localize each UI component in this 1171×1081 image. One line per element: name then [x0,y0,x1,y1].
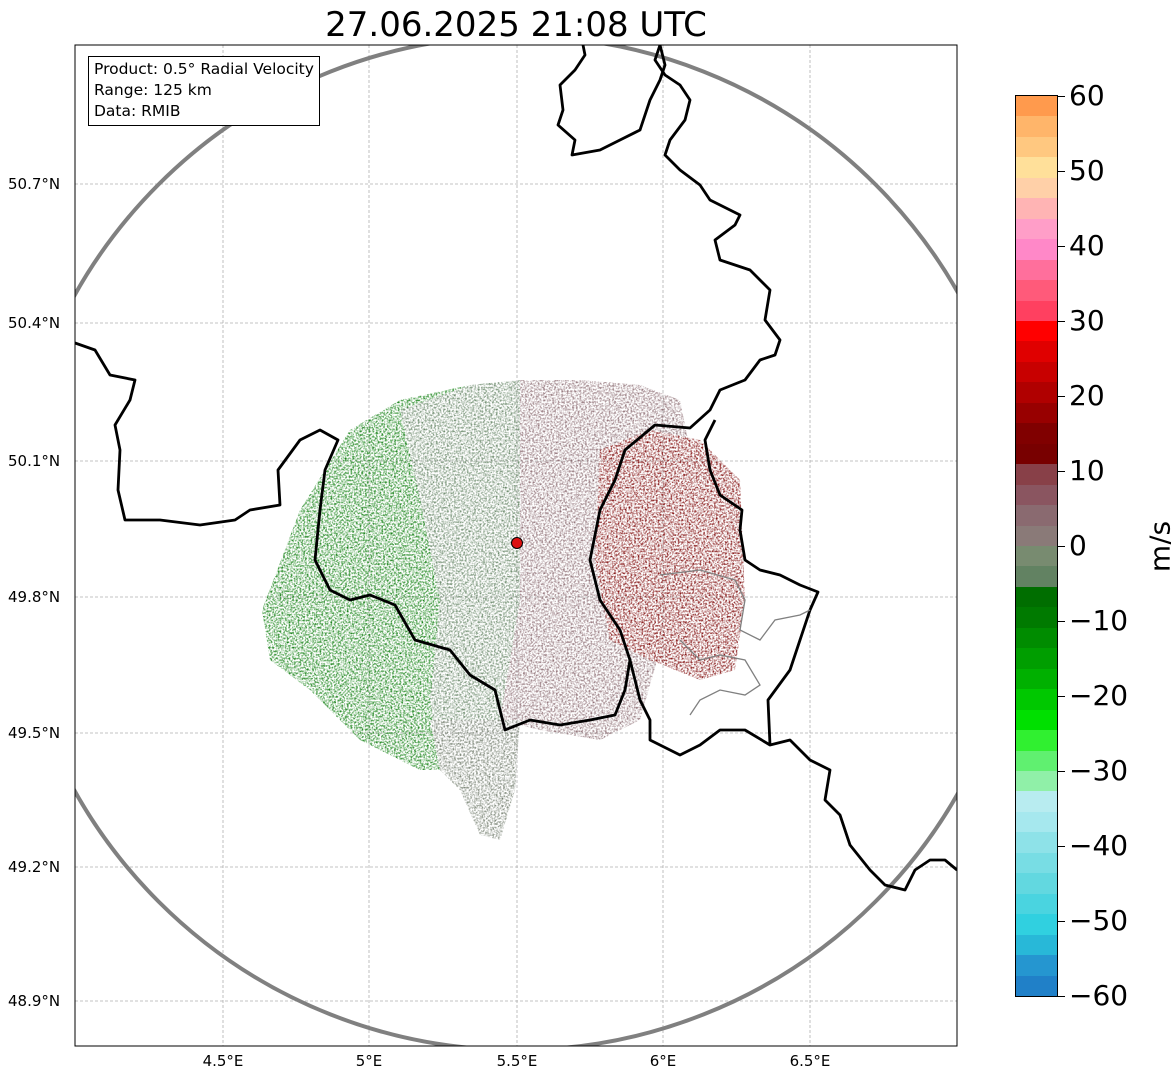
colorbar-tick-label: 30 [1069,304,1105,337]
colorbar-segment [1016,443,1057,465]
lat-label: 50.1°N [8,452,61,470]
colorbar-tick-label: 10 [1069,454,1105,487]
colorbar-segment [1016,811,1057,833]
colorbar-segment [1016,464,1057,486]
colorbar-tick-label: 50 [1069,154,1105,187]
lat-label: 49.5°N [8,724,61,742]
colorbar-tick [1058,96,1065,97]
colorbar-segment [1016,259,1057,281]
colorbar-tick [1058,846,1065,847]
colorbar-segment [1016,341,1057,363]
colorbar-segment [1016,873,1057,895]
lon-label: 5.5°E [496,1052,538,1070]
colorbar-segment [1016,157,1057,179]
colorbar-segment [1016,852,1057,874]
colorbar-tick [1058,321,1065,322]
colorbar-segment [1016,300,1057,322]
colorbar-segment [1016,668,1057,690]
colorbar [1015,95,1058,997]
colorbar-unit: m/s [1143,520,1171,573]
info-source: Data: RMIB [94,102,181,120]
colorbar-segment [1016,361,1057,383]
colorbar-segment [1016,566,1057,588]
colorbar-tick [1058,996,1065,997]
colorbar-segment [1016,484,1057,506]
colorbar-segment [1016,96,1057,118]
colorbar-segment [1016,627,1057,649]
colorbar-tick-label: −20 [1069,679,1129,712]
lat-label: 49.8°N [8,588,61,606]
colorbar-segment [1016,771,1057,793]
colorbar-segment [1016,136,1057,158]
colorbar-segment [1016,586,1057,608]
colorbar-tick-label: 0 [1069,529,1087,562]
colorbar-segment [1016,914,1057,936]
colorbar-segment [1016,505,1057,527]
colorbar-tick [1058,621,1065,622]
echo-south-tail [430,720,520,840]
region-borders [659,569,811,716]
lon-label: 6°E [649,1052,677,1070]
colorbar-tick-label: 20 [1069,379,1105,412]
colorbar-tick-label: 60 [1069,79,1105,112]
lat-label: 48.9°N [8,992,61,1010]
colorbar-tick [1058,546,1065,547]
colorbar-tick [1058,171,1065,172]
colorbar-segment [1016,750,1057,772]
colorbar-segment [1016,934,1057,956]
radar-site-marker [511,537,523,549]
lat-label: 49.2°N [8,858,61,876]
colorbar-segment [1016,525,1057,547]
colorbar-segment [1016,218,1057,240]
colorbar-tick-label: −10 [1069,604,1129,637]
colorbar-segment [1016,832,1057,854]
colorbar-tick-label: −60 [1069,979,1129,1012]
colorbar-tick [1058,771,1065,772]
colorbar-segment [1016,239,1057,261]
lat-label: 50.4°N [8,314,61,332]
colorbar-segment [1016,689,1057,711]
map-title: 27.06.2025 21:08 UTC [325,5,707,45]
colorbar-tick [1058,471,1065,472]
colorbar-tick-label: −50 [1069,904,1129,937]
colorbar-tick-label: 40 [1069,229,1105,262]
colorbar-segment [1016,177,1057,199]
colorbar-segment [1016,198,1057,220]
colorbar-segment [1016,607,1057,629]
radar-echoes [262,380,745,840]
colorbar-tick [1058,246,1065,247]
country-borders [75,45,957,892]
colorbar-segment [1016,955,1057,977]
info-range: Range: 125 km [94,81,212,99]
colorbar-segment [1016,791,1057,813]
colorbar-segment [1016,280,1057,302]
echo-red-outbound [595,430,745,680]
colorbar-segment [1016,116,1057,138]
colorbar-tick-label: −30 [1069,754,1129,787]
colorbar-tick [1058,921,1065,922]
lat-label: 50.7°N [8,175,61,193]
colorbar-segment [1016,975,1057,996]
colorbar-segment [1016,321,1057,343]
colorbar-segment [1016,730,1057,752]
plot-frame [74,44,958,1047]
colorbar-segment [1016,546,1057,568]
colorbar-segment [1016,423,1057,445]
info-product: Product: 0.5° Radial Velocity [94,60,314,78]
colorbar-tick [1058,396,1065,397]
lon-label: 5°E [355,1052,383,1070]
info-box: Product: 0.5° Radial Velocity Range: 125… [88,56,320,126]
colorbar-segment [1016,893,1057,915]
lon-label: 4.5°E [202,1052,244,1070]
colorbar-tick-label: −40 [1069,829,1129,862]
colorbar-tick [1058,696,1065,697]
colorbar-segment [1016,402,1057,424]
colorbar-segment [1016,382,1057,404]
colorbar-segment [1016,648,1057,670]
lon-label: 6.5°E [789,1052,831,1070]
colorbar-segment [1016,709,1057,731]
